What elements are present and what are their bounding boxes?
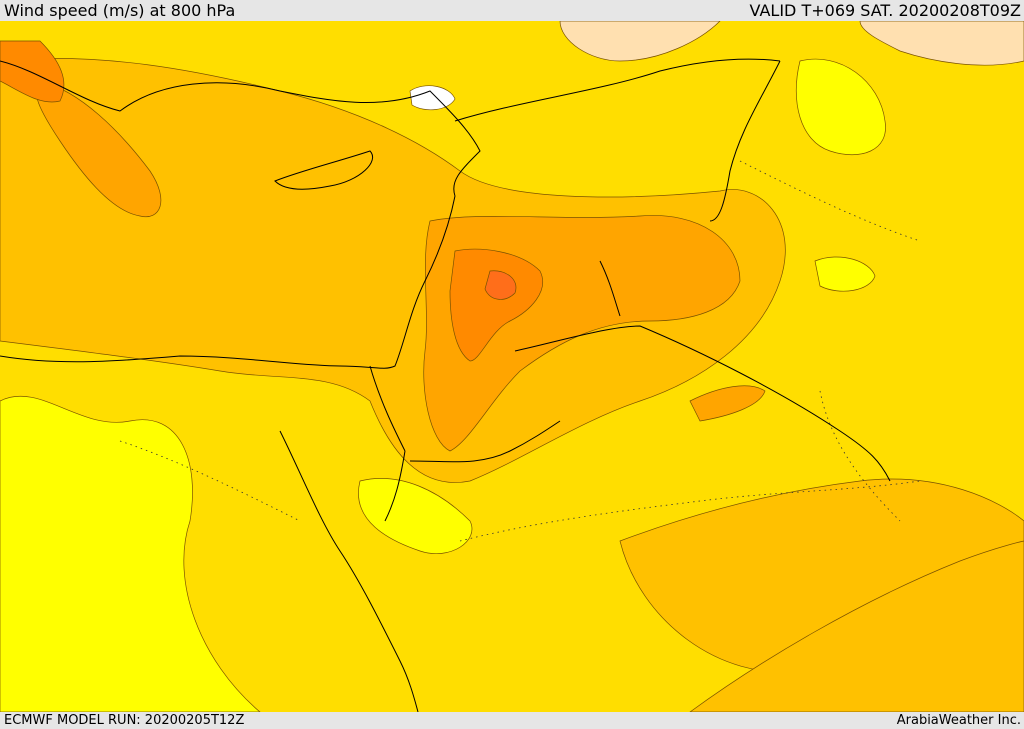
field-calm-north	[559, 21, 721, 62]
coastline-aqaba	[384, 450, 406, 522]
field-level-1-sinai	[358, 478, 473, 554]
dotted-admin-lines	[119, 160, 921, 542]
field-calm-anatolia	[409, 85, 456, 111]
field-level-6-jordan-core	[484, 270, 517, 300]
coastline-cyprus	[274, 150, 373, 190]
border-iraq-saudi	[514, 325, 891, 482]
boundaries	[0, 58, 891, 712]
field-level-5-jordan	[449, 248, 543, 362]
field-level-1-southwest	[0, 395, 261, 712]
field-level-4-iraq	[689, 385, 766, 422]
coastline-egypt	[0, 355, 341, 367]
field-level-3-mediterranean	[0, 57, 786, 483]
dotted-line-iran	[739, 160, 921, 242]
header-bar: Wind speed (m/s) at 800 hPa VALID T+069 …	[0, 0, 1024, 21]
coastline-levant	[339, 195, 456, 369]
field-level-4-aegean	[35, 80, 162, 218]
border-egypt-sudan	[369, 365, 406, 452]
credit: ArabiaWeather Inc.	[896, 713, 1021, 728]
field-level-1-northeast	[795, 58, 886, 155]
field-calm-northeast	[859, 21, 1024, 66]
dotted-line-arabia-1	[459, 480, 921, 542]
footer-bar: ECMWF MODEL RUN: 20200205T12Z ArabiaWeat…	[0, 712, 1024, 729]
map-title: Wind speed (m/s) at 800 hPa	[4, 1, 236, 20]
coastline-turkey	[0, 60, 481, 197]
border-syria-turkey	[454, 58, 781, 122]
wind-speed-map[interactable]	[0, 21, 1024, 712]
map-canvas	[0, 21, 1024, 712]
border-iraq-iran	[709, 60, 781, 222]
dotted-line-arabia-2	[819, 390, 901, 522]
field-level-1-east-patch	[814, 256, 876, 292]
valid-time: VALID T+069 SAT. 20200208T09Z	[749, 1, 1021, 20]
field-level-5-turkey	[0, 40, 65, 103]
model-run: ECMWF MODEL RUN: 20200205T12Z	[4, 713, 245, 728]
dotted-line-egypt	[119, 440, 301, 522]
border-jordan-saudi	[409, 420, 561, 463]
field-level-3-far-southeast	[689, 540, 1024, 712]
border-syria-iraq	[599, 260, 621, 317]
coastline-suez-red-sea	[279, 430, 419, 712]
